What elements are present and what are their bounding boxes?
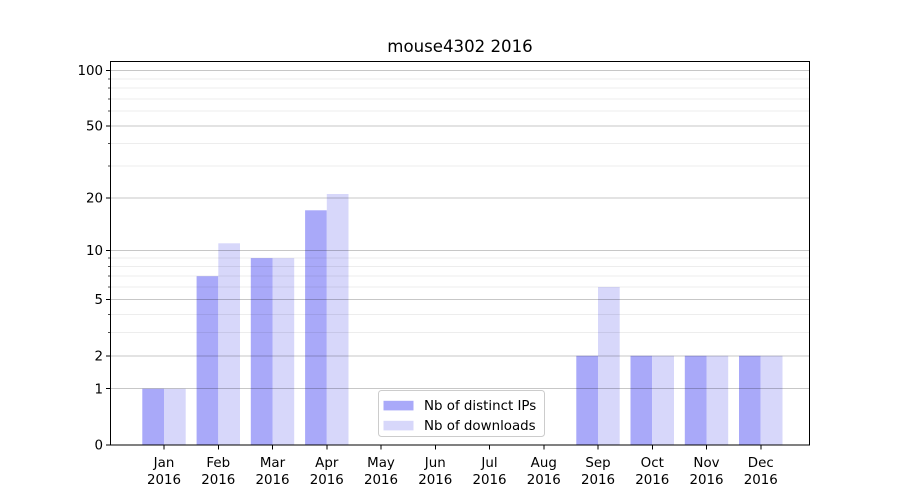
- bar-nb-of-downloads-nov: [706, 355, 729, 445]
- bar-nb-of-downloads-mar: [272, 258, 295, 445]
- bar-nb-of-downloads-dec: [760, 355, 783, 445]
- x-tick-label-nov: Nov: [693, 456, 719, 471]
- x-tick-label-apr: Apr: [315, 456, 339, 471]
- x-tick-label-sep: Sep: [585, 456, 610, 471]
- bar-nb-of-downloads-jan: [164, 388, 186, 445]
- x-tick-label-feb: Feb: [206, 456, 230, 471]
- y-tick-label-5: 5: [94, 293, 103, 308]
- x-tick-sublabel-jul: 2016: [472, 473, 506, 488]
- legend-swatch-nb-of-downloads: [383, 420, 414, 431]
- legend-label-nb-of-downloads: Nb of downloads: [424, 419, 536, 434]
- x-tick-label-aug: Aug: [531, 456, 557, 471]
- x-tick-label-may: May: [367, 456, 395, 471]
- x-tick-sublabel-may: 2016: [364, 473, 398, 488]
- bar-nb-of-distinct-ips-oct: [630, 355, 653, 445]
- chart-title: mouse4302 2016: [387, 37, 532, 56]
- y-tick-label-100: 100: [77, 64, 103, 79]
- x-tick-sublabel-dec: 2016: [744, 473, 778, 488]
- x-tick-label-mar: Mar: [260, 456, 286, 471]
- x-tick-sublabel-aug: 2016: [527, 473, 561, 488]
- y-tick-label-0: 0: [94, 439, 103, 454]
- y-tick-label-2: 2: [94, 349, 103, 364]
- x-tick-label-oct: Oct: [641, 456, 664, 471]
- legend-swatch-nb-of-distinct-ips: [383, 400, 414, 411]
- x-tick-sublabel-jun: 2016: [418, 473, 452, 488]
- x-tick-sublabel-jan: 2016: [147, 473, 181, 488]
- legend-label-nb-of-distinct-ips: Nb of distinct IPs: [424, 399, 536, 414]
- y-tick-label-1: 1: [94, 382, 103, 397]
- x-tick-label-jun: Jun: [424, 456, 446, 471]
- x-tick-label-dec: Dec: [748, 456, 774, 471]
- y-tick-label-20: 20: [86, 191, 103, 206]
- bar-nb-of-downloads-sep: [598, 287, 620, 445]
- x-tick-sublabel-oct: 2016: [635, 473, 669, 488]
- bar-nb-of-distinct-ips-mar: [250, 258, 273, 445]
- legend-box: [378, 390, 545, 437]
- x-tick-sublabel-feb: 2016: [201, 473, 235, 488]
- bar-nb-of-distinct-ips-dec: [739, 355, 761, 445]
- bar-nb-of-downloads-apr: [326, 194, 349, 445]
- bar-nb-of-downloads-feb: [218, 243, 240, 445]
- x-tick-label-jan: Jan: [153, 456, 175, 471]
- plot-border: [110, 61, 810, 446]
- x-tick-sublabel-sep: 2016: [581, 473, 615, 488]
- y-tick-label-10: 10: [86, 244, 103, 259]
- x-tick-sublabel-apr: 2016: [310, 473, 344, 488]
- bar-nb-of-downloads-oct: [652, 355, 674, 445]
- bar-nb-of-distinct-ips-apr: [305, 210, 327, 445]
- bar-nb-of-distinct-ips-jan: [142, 388, 164, 445]
- bar-nb-of-distinct-ips-feb: [196, 276, 219, 445]
- x-tick-label-jul: Jul: [480, 456, 497, 471]
- x-tick-sublabel-nov: 2016: [689, 473, 723, 488]
- x-tick-sublabel-mar: 2016: [255, 473, 289, 488]
- legend: Nb of distinct IPs Nb of downloads: [378, 390, 545, 437]
- bar-nb-of-distinct-ips-sep: [576, 355, 598, 445]
- y-tick-label-50: 50: [86, 119, 103, 134]
- bar-nb-of-distinct-ips-nov: [684, 355, 707, 445]
